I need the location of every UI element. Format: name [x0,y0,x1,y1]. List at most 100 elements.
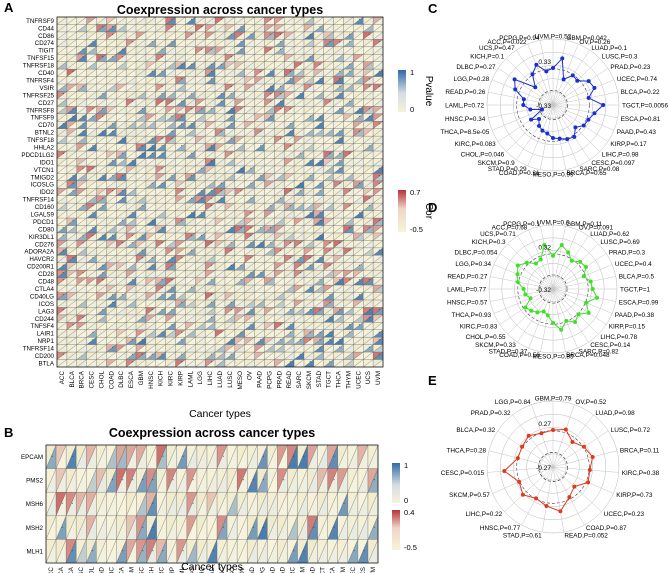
cell-diagonal [363,165,374,174]
cell-diagonal [86,180,97,189]
cell-diagonal [116,113,127,122]
cell-diagonal [313,113,324,122]
cell-diagonal [155,173,166,181]
signif-mark: * [62,121,64,126]
cell-diagonal [175,46,186,55]
cell-diagonal [343,31,354,40]
cell-diagonal [66,39,77,47]
cell-diagonal [284,136,295,144]
cell-diagonal [175,69,186,77]
cell-diagonal [254,128,265,137]
cell-diagonal [145,128,156,137]
signif-mark: * [369,32,371,37]
cell-diagonal [303,106,314,114]
cell-diagonal [175,76,186,85]
cell-diagonal [254,24,265,33]
cell-diagonal [106,31,117,40]
cell-diagonal [66,61,77,70]
cell-diagonal [274,31,285,40]
cell-diagonal [165,16,176,25]
cell-diagonal [284,98,295,107]
cell-diagonal [353,24,364,33]
cell-diagonal [363,128,374,137]
signif-mark: * [151,39,153,44]
cell-diagonal [313,128,324,137]
cell-diagonal [333,98,344,107]
signif-mark: * [82,129,84,134]
cell-diagonal [244,69,255,77]
cell-diagonal [165,24,176,33]
signif-mark: * [240,39,242,44]
signif-mark: * [72,114,74,119]
cell-diagonal [205,69,216,77]
cell-diagonal [76,54,87,62]
cell-diagonal [343,136,354,144]
cell-diagonal [96,46,107,55]
cell-diagonal [234,128,245,137]
cell-diagonal [333,16,344,25]
cell-diagonal [343,113,354,122]
signif-mark: * [240,106,242,111]
signif-mark: * [319,121,321,126]
cell-diagonal [323,24,334,33]
cell-diagonal [363,24,374,33]
signif-mark: * [309,54,311,59]
cell-diagonal [264,83,275,92]
signif-mark: * [369,77,371,82]
cell-diagonal [313,143,324,152]
cell-diagonal [96,61,107,70]
cell-diagonal [294,46,305,55]
cell-diagonal [165,158,176,167]
cell-diagonal [116,61,127,70]
signif-mark: * [280,32,282,37]
cell-diagonal [244,46,255,55]
signif-mark: * [102,129,104,134]
signif-mark: * [339,106,341,111]
cell-diagonal [205,54,216,62]
cell-diagonal [264,180,275,189]
cell-diagonal [135,180,146,189]
cell-diagonal [234,121,245,129]
cell-diagonal [155,46,166,55]
cell-diagonal [185,113,196,122]
cell-diagonal [254,16,265,25]
cell-diagonal [294,188,305,196]
signif-mark: * [122,54,124,59]
cell-diagonal [96,39,107,47]
cell-diagonal [214,150,226,159]
cell-diagonal [66,31,77,40]
cell-diagonal [363,83,374,92]
signif-mark: * [270,32,272,37]
cell-diagonal [135,46,146,55]
signif-mark: * [151,69,153,74]
signif-mark: * [161,99,163,104]
cell-diagonal [353,31,364,40]
signif-mark: * [280,84,282,89]
cell-diagonal [155,165,166,174]
cell-diagonal [155,150,166,159]
cell-diagonal [343,39,354,47]
cell-diagonal [234,180,245,189]
cell-diagonal [66,136,77,144]
cell-diagonal [205,31,216,40]
cell-diagonal [165,121,176,129]
cell-diagonal [145,106,156,114]
cell-diagonal [313,31,324,40]
cell-diagonal [224,83,235,92]
cell-diagonal [126,136,137,144]
cell-diagonal [284,106,295,114]
signif-mark: * [211,47,213,52]
cell-diagonal [56,173,67,181]
cell-diagonal [214,83,226,92]
signif-mark: * [339,39,341,44]
signif-mark: * [161,151,163,156]
cell-diagonal [116,83,127,92]
cell-diagonal [274,128,285,137]
cell-diagonal [155,98,166,107]
cell-diagonal [106,165,117,174]
cell-diagonal [264,98,275,107]
cell-diagonal [234,39,245,47]
signif-mark: * [62,151,64,156]
cell-diagonal [106,113,117,122]
cell-diagonal [244,150,255,159]
